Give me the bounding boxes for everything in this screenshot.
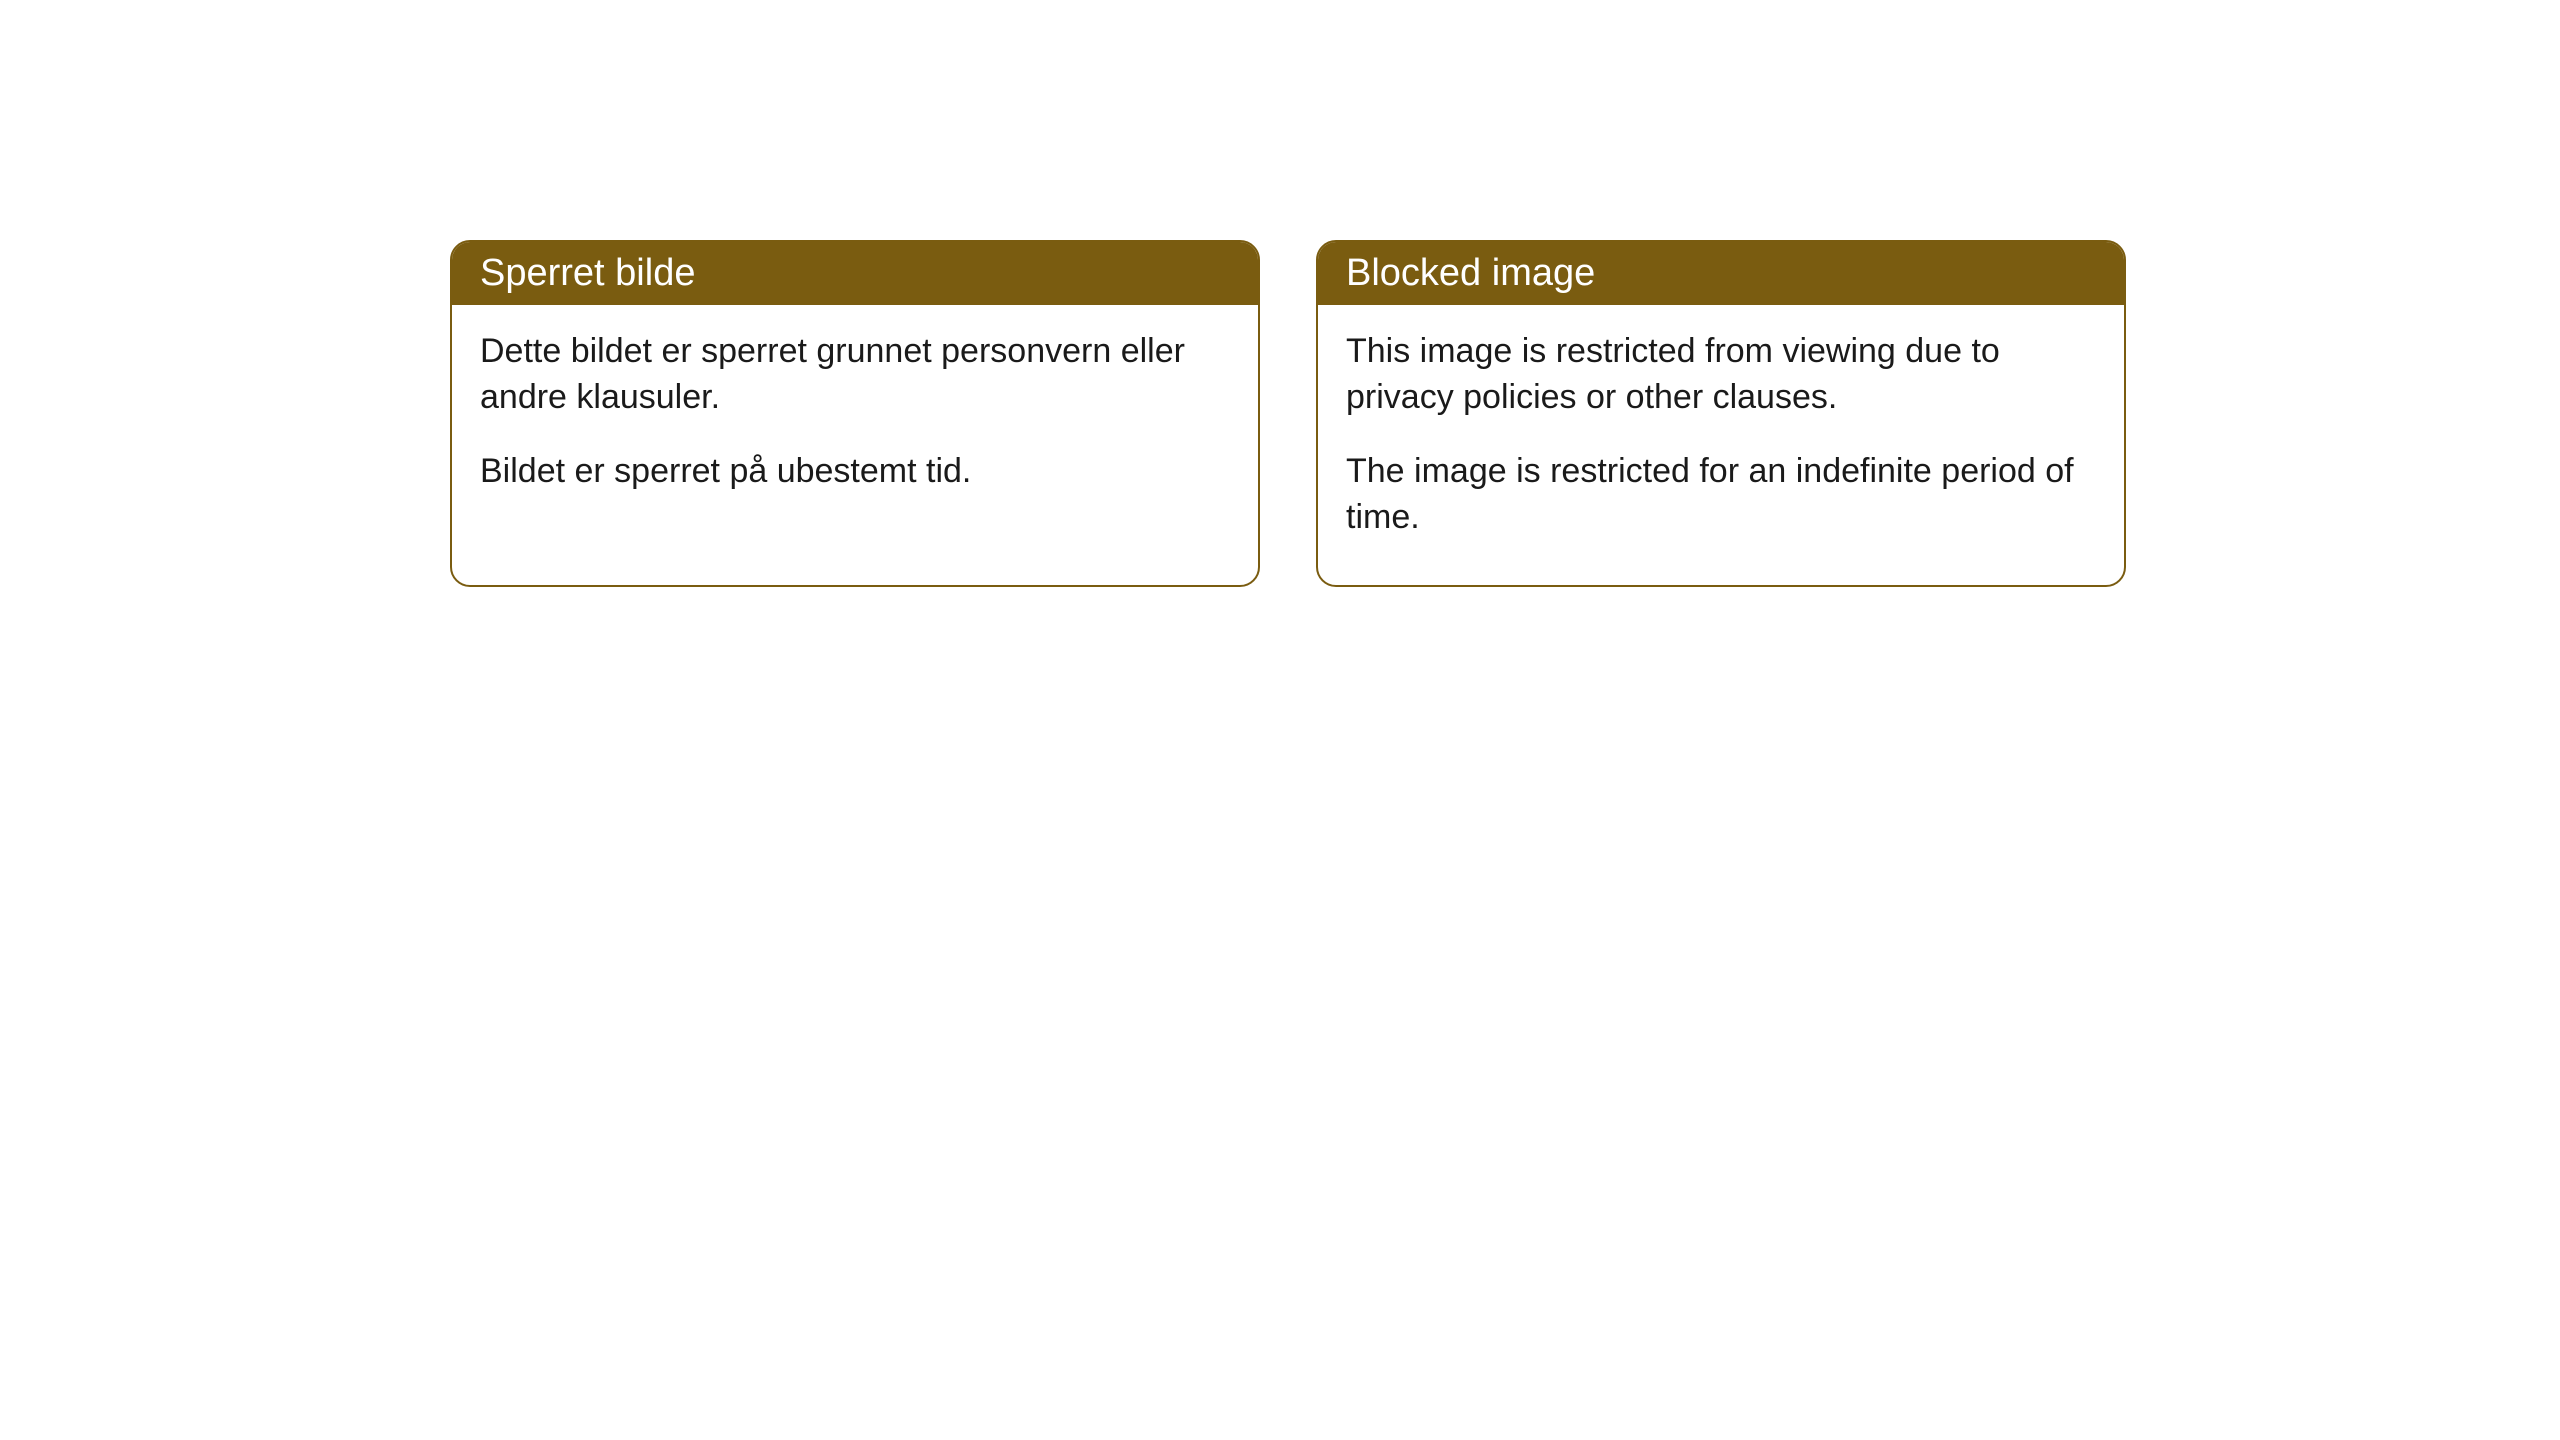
blocked-image-card-norwegian: Sperret bilde Dette bildet er sperret gr… [450,240,1260,587]
card-header-english: Blocked image [1318,242,2124,305]
card-paragraph-2-norwegian: Bildet er sperret på ubestemt tid. [480,449,1230,495]
card-header-norwegian: Sperret bilde [452,242,1258,305]
card-paragraph-2-english: The image is restricted for an indefinit… [1346,449,2096,541]
card-body-english: This image is restricted from viewing du… [1318,305,2124,585]
blocked-image-card-english: Blocked image This image is restricted f… [1316,240,2126,587]
card-paragraph-1-norwegian: Dette bildet er sperret grunnet personve… [480,329,1230,421]
card-paragraph-1-english: This image is restricted from viewing du… [1346,329,2096,421]
card-body-norwegian: Dette bildet er sperret grunnet personve… [452,305,1258,539]
info-cards-container: Sperret bilde Dette bildet er sperret gr… [450,240,2560,587]
